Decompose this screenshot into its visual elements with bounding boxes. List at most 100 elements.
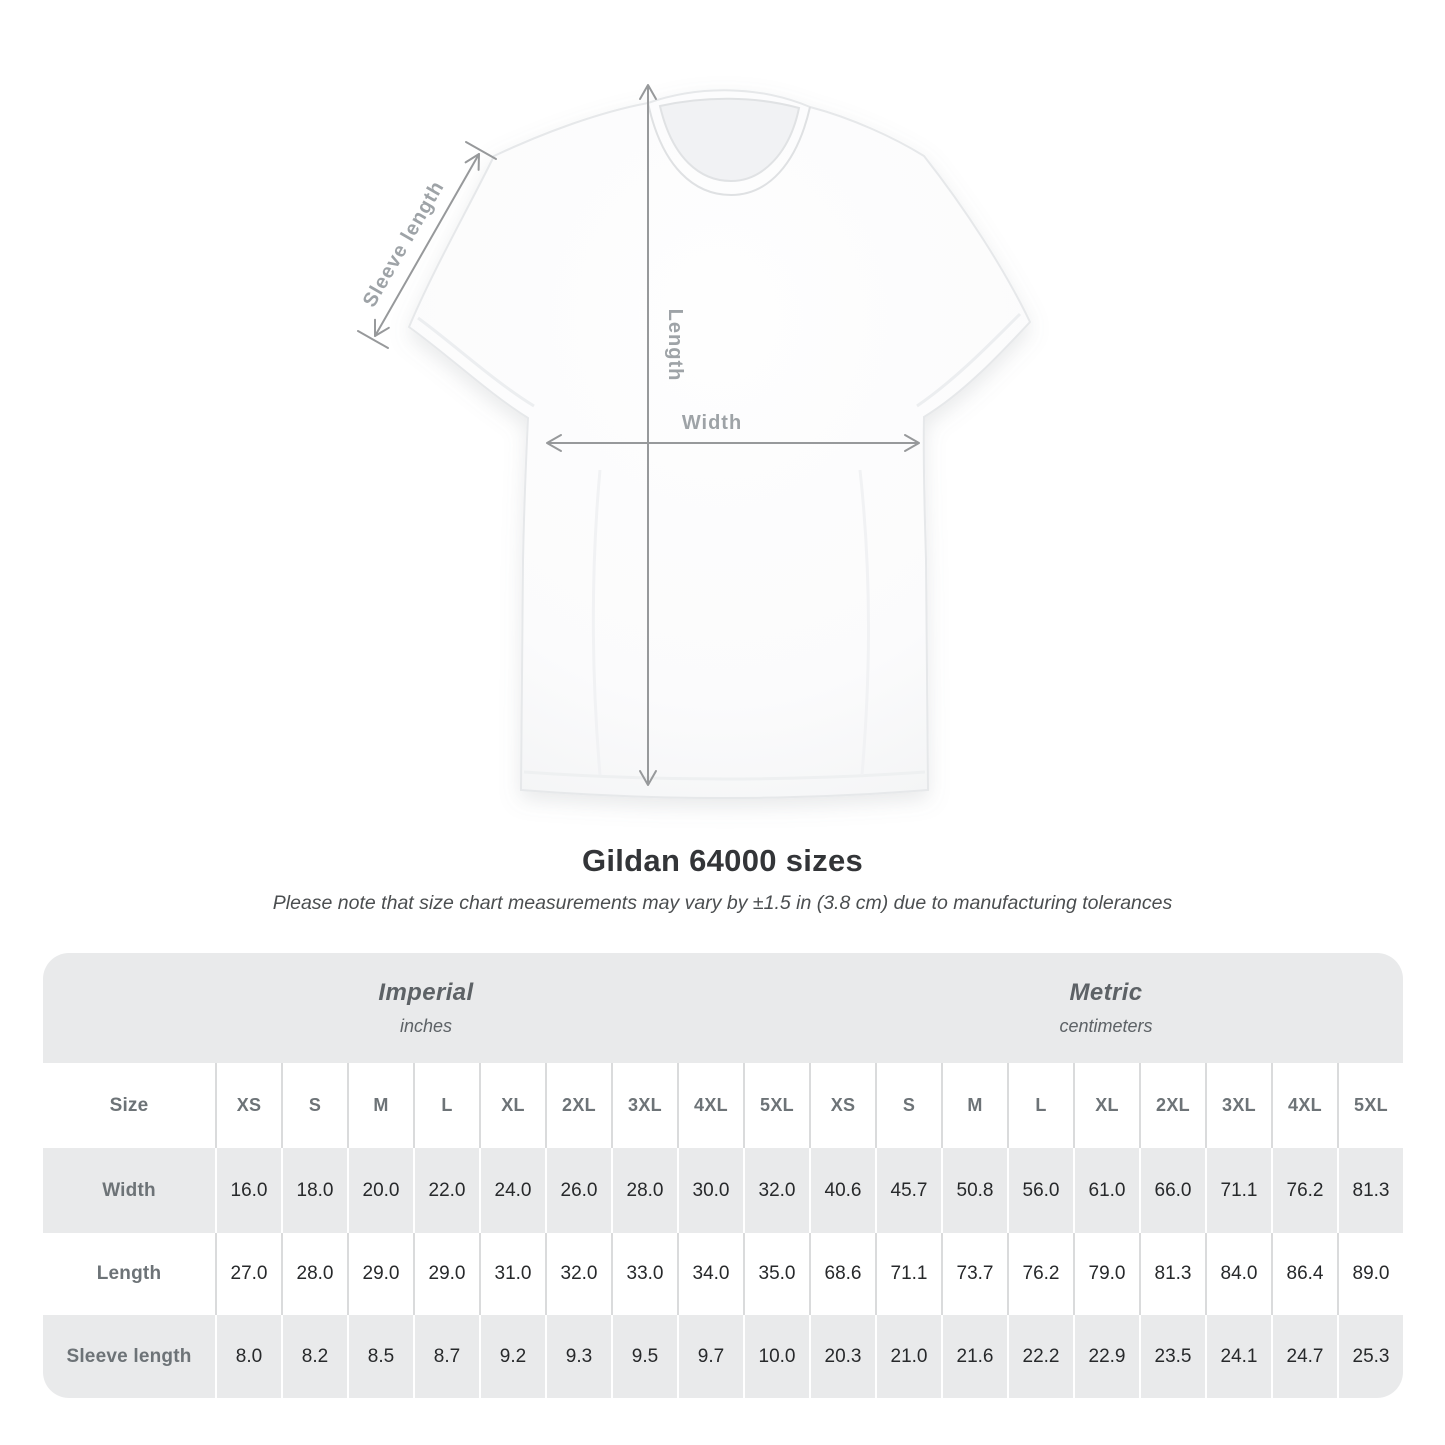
wrinkle-left	[591, 469, 602, 776]
table-cell: 40.6	[809, 1148, 875, 1233]
size-column-header: XL	[1073, 1063, 1139, 1148]
table-cell: 71.1	[875, 1233, 941, 1315]
row-label: Length	[43, 1233, 215, 1315]
table-cell: 32.0	[743, 1148, 809, 1233]
row-label: Sleeve length	[43, 1315, 215, 1398]
collar-outer-seam	[647, 102, 811, 197]
table-cell: 61.0	[1073, 1148, 1139, 1233]
right-cuff-seam	[916, 312, 1022, 408]
table-cell: 86.4	[1271, 1233, 1337, 1315]
hem-seam	[523, 770, 926, 781]
table-cell: 73.7	[941, 1233, 1007, 1315]
table-cell: 31.0	[479, 1233, 545, 1315]
size-column-header: M	[941, 1063, 1007, 1148]
size-column-header: 2XL	[545, 1063, 611, 1148]
size-column-header: 5XL	[1337, 1063, 1403, 1148]
length-arrow	[639, 84, 657, 786]
sleeve-length-arrow	[357, 141, 497, 349]
tshirt-graphic	[407, 89, 1032, 799]
table-cell: 26.0	[545, 1148, 611, 1233]
table-cell: 56.0	[1007, 1148, 1073, 1233]
size-column-header: 4XL	[1271, 1063, 1337, 1148]
size-column-header: 3XL	[611, 1063, 677, 1148]
table-cell: 45.7	[875, 1148, 941, 1233]
size-column-header: XS	[215, 1063, 281, 1148]
table-cell: 16.0	[215, 1148, 281, 1233]
table-cell: 10.0	[743, 1315, 809, 1398]
table-cell: 8.2	[281, 1315, 347, 1398]
table-cell: 29.0	[347, 1233, 413, 1315]
table-cell: 24.0	[479, 1148, 545, 1233]
table-cell: 76.2	[1007, 1233, 1073, 1315]
size-column-header: XL	[479, 1063, 545, 1148]
wrinkle-right	[858, 469, 870, 776]
table-cell: 9.2	[479, 1315, 545, 1398]
size-chart-grid: Size XS S M L XL 2XL 3XL 4XL 5XL XS S M L XL 2XL 3XL 4XL 5…	[43, 1063, 1403, 1398]
table-cell: 71.1	[1205, 1148, 1271, 1233]
table-cell: 20.3	[809, 1315, 875, 1398]
table-cell: 23.5	[1139, 1315, 1205, 1398]
table-cell: 20.0	[347, 1148, 413, 1233]
size-column-header: 3XL	[1205, 1063, 1271, 1148]
table-cell: 33.0	[611, 1233, 677, 1315]
size-column-header: 4XL	[677, 1063, 743, 1148]
table-cell: 28.0	[281, 1233, 347, 1315]
length-label: Length	[664, 309, 686, 382]
table-cell: 50.8	[941, 1148, 1007, 1233]
table-cell: 25.3	[1337, 1315, 1403, 1398]
page-title: Gildan 64000 sizes	[581, 843, 864, 878]
table-cell: 81.3	[1139, 1233, 1205, 1315]
table-cell: 21.6	[941, 1315, 1007, 1398]
table-cell: 68.6	[809, 1233, 875, 1315]
metric-unit-subtitle: centimeters	[1059, 1016, 1153, 1036]
row-label: Width	[43, 1148, 215, 1233]
table-cell: 21.0	[875, 1315, 941, 1398]
table-cell: 22.2	[1007, 1315, 1073, 1398]
table-cell: 9.7	[677, 1315, 743, 1398]
metric-unit-title: Metric	[1069, 979, 1143, 1006]
tshirt-measurement-diagram: Sleeve length Length Width	[357, 84, 1032, 799]
size-column-header: M	[347, 1063, 413, 1148]
imperial-unit-header: Imperial inches	[43, 953, 809, 1063]
table-cell: 29.0	[413, 1233, 479, 1315]
imperial-unit-title: Imperial	[378, 979, 474, 1006]
tshirt-silhouette	[407, 89, 1032, 799]
size-column-header: 5XL	[743, 1063, 809, 1148]
table-cell: 9.5	[611, 1315, 677, 1398]
size-corner-label: Size	[43, 1063, 215, 1148]
table-cell: 35.0	[743, 1233, 809, 1315]
size-column-header: L	[1007, 1063, 1073, 1148]
table-cell: 8.5	[347, 1315, 413, 1398]
unit-banner: Imperial inches Metric centimeters	[43, 953, 1403, 1063]
size-column-header: L	[413, 1063, 479, 1148]
size-column-header: XS	[809, 1063, 875, 1148]
table-cell: 24.1	[1205, 1315, 1271, 1398]
table-cell: 89.0	[1337, 1233, 1403, 1315]
width-arrow	[546, 434, 920, 452]
table-cell: 24.7	[1271, 1315, 1337, 1398]
measurement-arrows	[357, 84, 920, 786]
table-cell: 27.0	[215, 1233, 281, 1315]
table-cell: 34.0	[677, 1233, 743, 1315]
table-cell: 30.0	[677, 1148, 743, 1233]
size-column-header: 2XL	[1139, 1063, 1205, 1148]
table-cell: 28.0	[611, 1148, 677, 1233]
table-cell: 22.9	[1073, 1315, 1139, 1398]
table-cell: 22.0	[413, 1148, 479, 1233]
table-cell: 8.0	[215, 1315, 281, 1398]
tolerance-note: Please note that size chart measurements…	[272, 892, 1173, 914]
table-cell: 66.0	[1139, 1148, 1205, 1233]
table-cell: 84.0	[1205, 1233, 1271, 1315]
width-label: Width	[682, 412, 742, 434]
size-column-header: S	[281, 1063, 347, 1148]
table-cell: 79.0	[1073, 1233, 1139, 1315]
table-cell: 32.0	[545, 1233, 611, 1315]
imperial-unit-subtitle: inches	[399, 1016, 453, 1036]
table-cell: 8.7	[413, 1315, 479, 1398]
metric-unit-header: Metric centimeters	[809, 953, 1403, 1063]
table-cell: 9.3	[545, 1315, 611, 1398]
left-cuff-seam	[417, 316, 535, 408]
table-cell: 76.2	[1271, 1148, 1337, 1233]
table-cell: 81.3	[1337, 1148, 1403, 1233]
